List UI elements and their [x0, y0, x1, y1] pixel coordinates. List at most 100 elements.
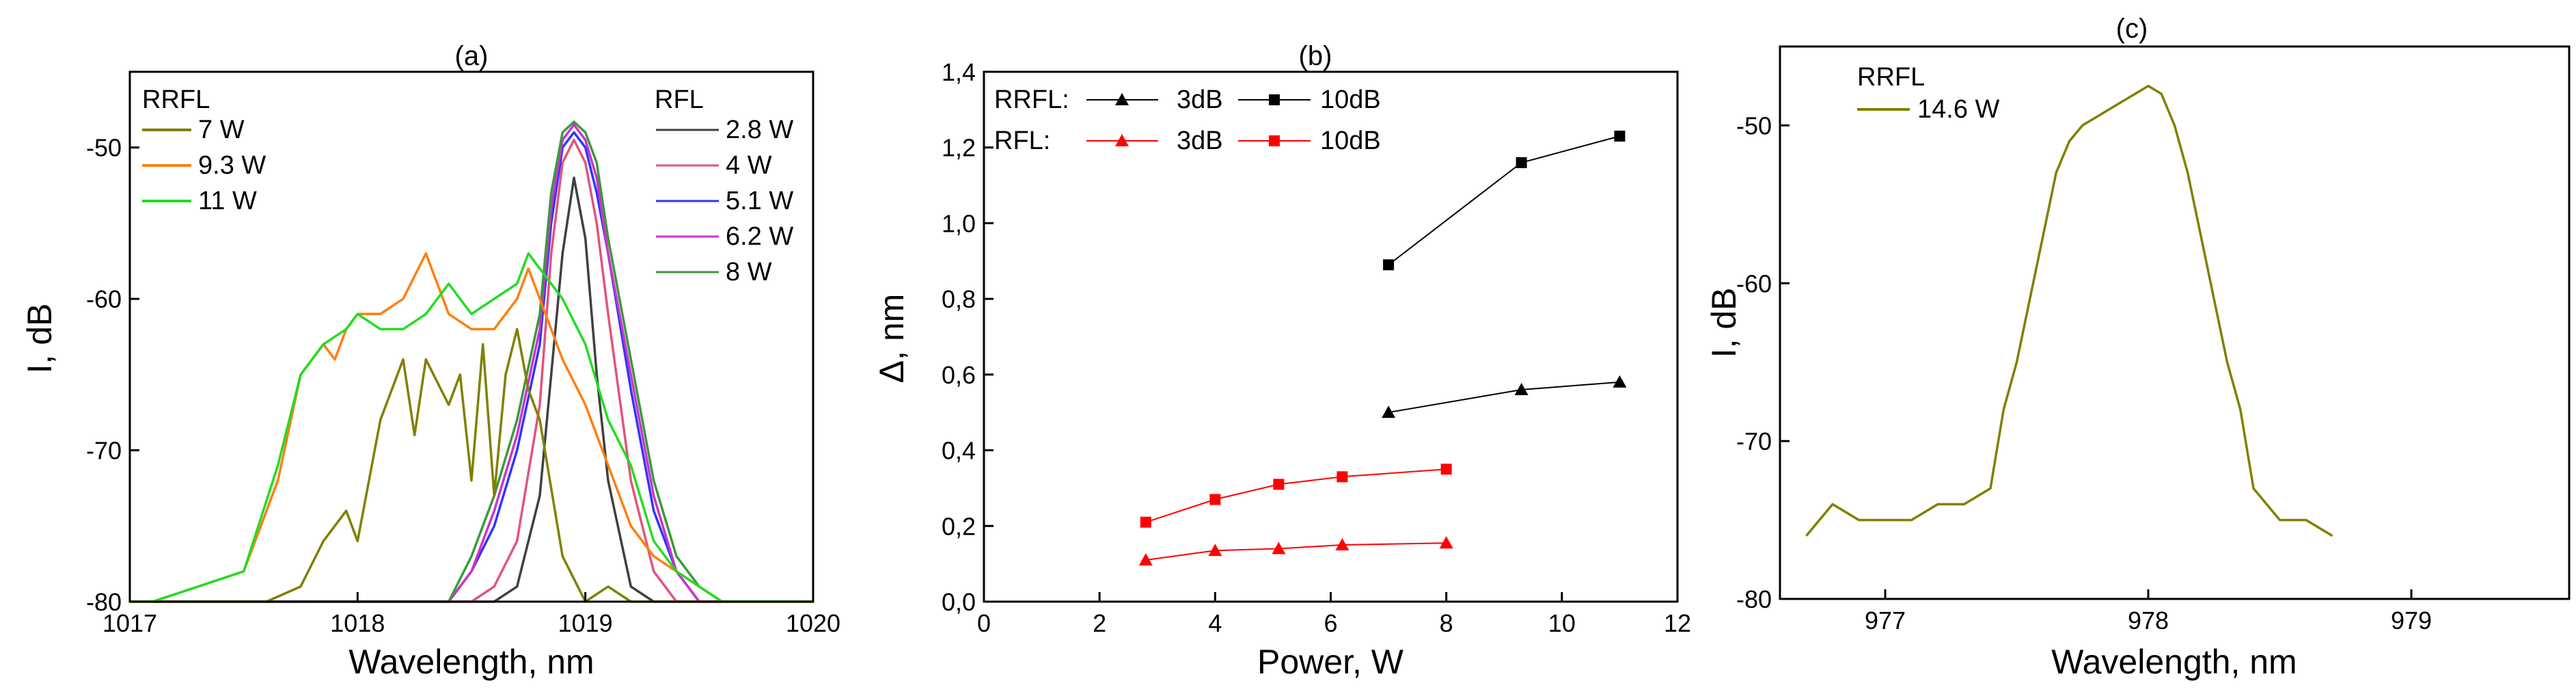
data-point — [1613, 375, 1627, 388]
legend-marker — [1269, 94, 1280, 105]
panel-b-y-label: Δ, nm — [873, 294, 911, 384]
panel-a: (a) 1017 1018 1019 1020 -80 -70 -60 -50 Wavele… — [20, 41, 840, 681]
panel-c-y-ticks: -80 -70 -60 -50 — [1736, 111, 1790, 613]
panel-a-frame — [128, 70, 814, 603]
panel-c-series — [1805, 84, 2333, 537]
series-line-5.1w — [130, 131, 813, 603]
x-tick-label: 1020 — [786, 609, 840, 637]
legend-label: 4 W — [726, 151, 772, 180]
series-line-0 — [1388, 381, 1620, 414]
legend-prefix: RRFL: — [994, 85, 1069, 114]
x-tick-label: 1019 — [558, 609, 613, 637]
panel-b: (b) 0 2 4 6 8 10 12 0,0 0,2 0,4 0,6 0,8 1,0 1,2 1,4 P… — [873, 41, 1691, 681]
panel-c-x-label: Wavelength, nm — [2051, 643, 2297, 681]
x-tick-label: 8 — [1440, 609, 1453, 637]
y-tick-label: -70 — [1736, 427, 1772, 455]
legend-title-rrfl: RRFL — [142, 85, 210, 114]
series-line-2 — [1145, 542, 1447, 561]
series-line-4w — [130, 138, 813, 603]
y-tick-label: 0,6 — [942, 361, 976, 389]
x-tick-label: 2 — [1093, 609, 1106, 637]
panel-a-label: (a) — [455, 41, 489, 71]
legend-label: 14.6 W — [1917, 95, 2000, 124]
legend-label: 3dB — [1177, 126, 1223, 155]
y-tick-label: -50 — [1736, 111, 1772, 139]
legend-marker — [1115, 134, 1129, 146]
legend-label: 7 W — [198, 116, 245, 144]
x-tick-label: 6 — [1324, 609, 1337, 637]
panel-b-x-label: Power, W — [1257, 643, 1404, 681]
panel-a-x-label: Wavelength, nm — [348, 643, 594, 681]
x-tick-label: 979 — [2391, 606, 2432, 634]
series-line-3 — [1145, 468, 1447, 523]
y-tick-label: 0,8 — [942, 285, 976, 313]
series-line-1 — [1388, 135, 1620, 266]
legend-label: 8 W — [726, 258, 772, 286]
x-tick-label: 10 — [1548, 609, 1576, 637]
legend-label: 10dB — [1320, 85, 1381, 114]
panel-a-y-ticks: -80 -70 -60 -50 — [86, 134, 139, 616]
data-point — [1272, 541, 1286, 554]
y-tick-label: 1,2 — [942, 134, 976, 162]
y-tick-label: -60 — [86, 285, 122, 313]
legend-label: 9.3 W — [198, 151, 266, 180]
y-tick-label: 0,4 — [942, 437, 976, 465]
legend-label: 5.1 W — [726, 187, 793, 215]
data-point — [1335, 537, 1349, 550]
y-tick-label: -60 — [1736, 269, 1772, 297]
series-line-11w — [130, 252, 813, 603]
data-point — [1516, 157, 1527, 168]
x-tick-label: 977 — [1865, 606, 1906, 634]
data-point — [1383, 259, 1395, 271]
x-tick-label: 1018 — [330, 609, 385, 637]
y-tick-label: -80 — [1736, 585, 1772, 613]
legend-label: 3dB — [1177, 85, 1223, 114]
series-line-7w — [130, 327, 813, 603]
data-point — [1614, 131, 1626, 142]
legend-title-rfl: RFL — [655, 85, 704, 114]
panel-c-label: (c) — [2116, 14, 2148, 44]
series-line-0 — [1805, 84, 2333, 537]
legend-label: 6.2 W — [726, 222, 793, 251]
data-point — [1273, 479, 1285, 490]
panel-a-series — [130, 120, 813, 603]
y-tick-label: 1,4 — [942, 58, 976, 86]
x-tick-label: 12 — [1664, 609, 1691, 637]
legend-label: 2.8 W — [726, 116, 793, 144]
panel-b-x-ticks: 0 2 4 6 8 10 12 — [977, 592, 1691, 637]
panel-c-legend: RRFL 14.6 W — [1857, 63, 2000, 124]
x-tick-label: 1017 — [102, 609, 157, 637]
y-tick-label: -50 — [86, 134, 122, 162]
data-point — [1208, 544, 1222, 557]
panel-a-x-ticks: 1017 1018 1019 1020 — [102, 592, 840, 637]
panel-b-series — [1138, 131, 1627, 566]
panel-b-y-ticks: 0,0 0,2 0,4 0,6 0,8 1,0 1,2 1,4 — [942, 58, 994, 616]
panel-b-label: (b) — [1299, 41, 1332, 71]
y-tick-label: 1,0 — [942, 209, 976, 237]
x-tick-label: 978 — [2128, 606, 2169, 634]
legend-prefix: RFL: — [994, 126, 1050, 155]
data-point — [1337, 471, 1348, 483]
panel-b-legend: RRFL: 3dB 10dB RFL: 3dB 10dB — [994, 85, 1381, 155]
panel-c-y-label: I, dB — [1705, 288, 1743, 358]
legend-marker — [1115, 93, 1129, 105]
y-tick-label: 0,0 — [942, 588, 976, 616]
x-tick-label: 4 — [1208, 609, 1222, 637]
data-point — [1439, 536, 1453, 549]
x-tick-label: 0 — [977, 609, 991, 637]
legend-title-rrfl: RRFL — [1857, 63, 1925, 92]
panel-c: (c) 977 978 979 -80 -70 -60 -50 Wavelength, n… — [1705, 14, 2571, 681]
panel-a-y-label: I, dB — [20, 304, 59, 374]
series-line-2.8w — [130, 176, 813, 603]
panel-c-frame — [1779, 45, 2571, 600]
data-point — [1140, 516, 1151, 528]
data-point — [1514, 383, 1529, 395]
data-point — [1382, 405, 1396, 418]
series-line-8w — [130, 120, 813, 603]
panel-c-x-ticks: 977 978 979 — [1865, 589, 2432, 634]
legend-marker — [1269, 135, 1280, 146]
y-tick-label: -80 — [86, 588, 122, 616]
y-tick-label: 0,2 — [942, 512, 976, 540]
